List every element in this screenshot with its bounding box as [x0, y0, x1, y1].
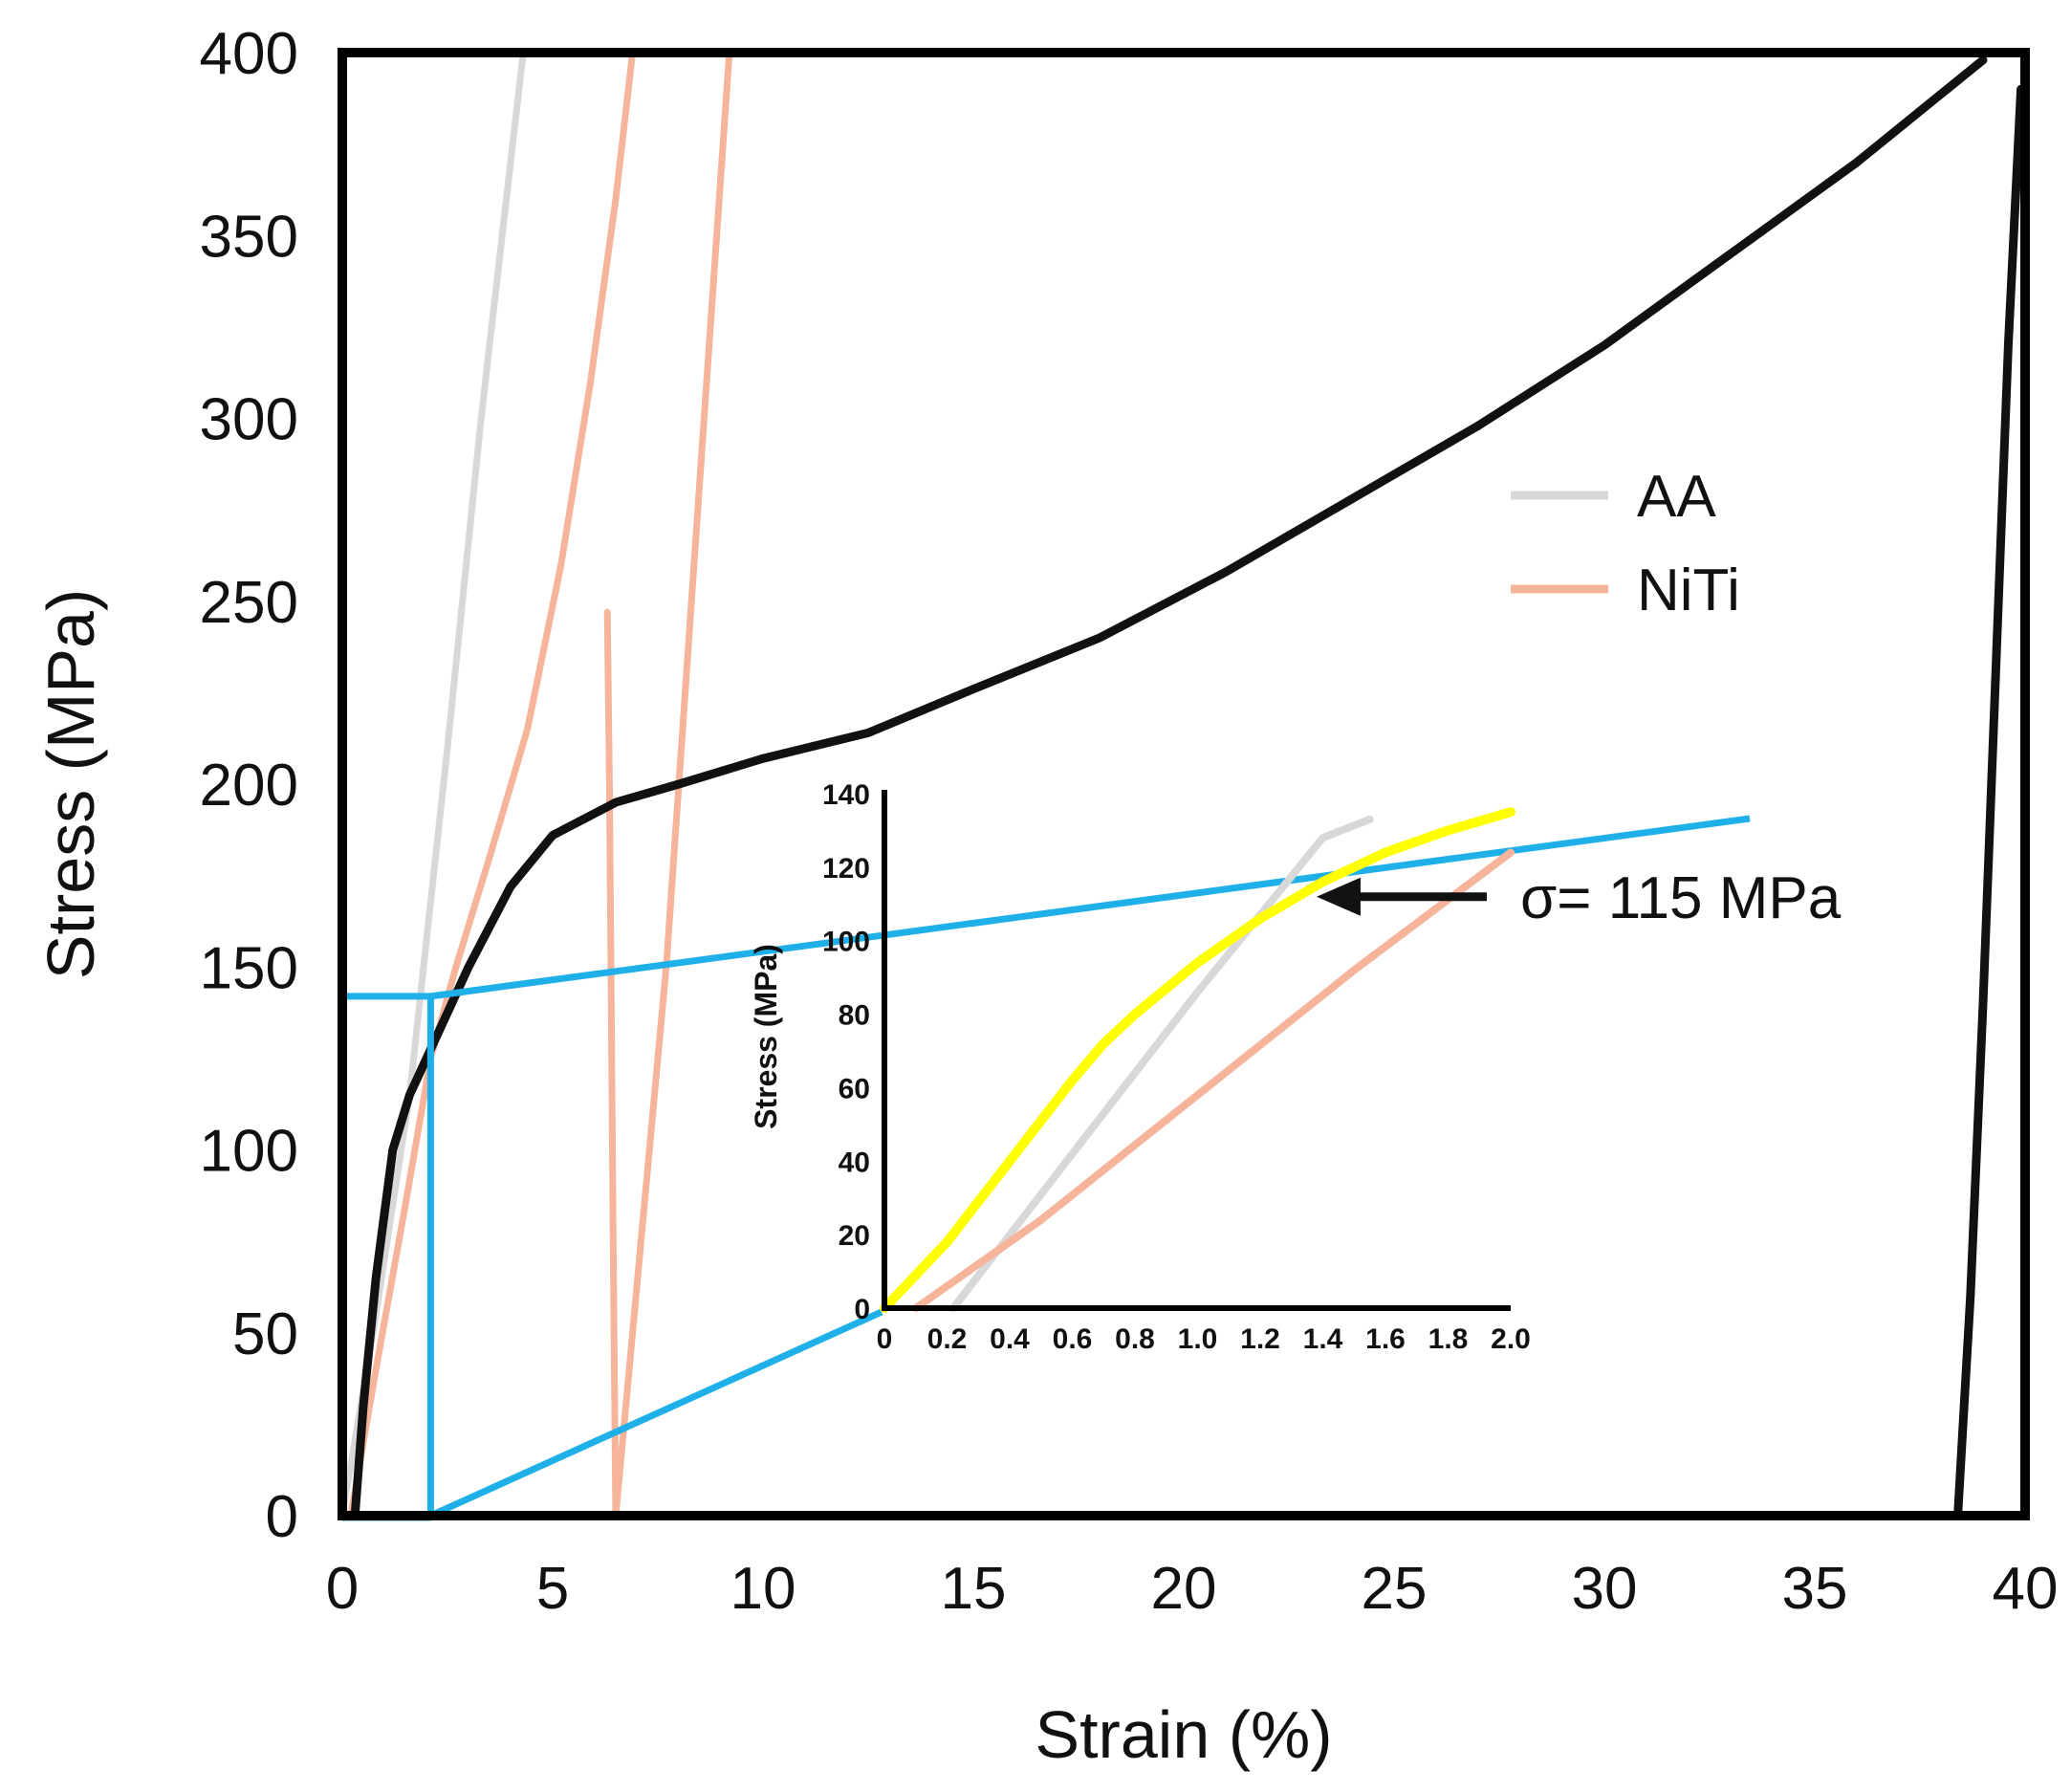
y-tick-label: 400 — [200, 21, 298, 87]
series-line-niti-2 — [603, 608, 620, 1516]
x-tick-label: 0 — [326, 1556, 359, 1622]
inset-x-tick-label: 0.2 — [927, 1323, 968, 1355]
inset-series-line-composite — [880, 807, 1515, 1313]
inset-x-tick-label: 1.8 — [1428, 1323, 1469, 1355]
x-axis-title: Strain (%) — [1035, 1697, 1332, 1772]
zoom-connector-bottom — [428, 1308, 883, 1519]
series-line-composite-4 — [350, 55, 1988, 1516]
inset-x-tick-label: 0 — [877, 1323, 893, 1355]
y-tick-label: 50 — [232, 1301, 298, 1367]
y-tick-label: 300 — [200, 387, 298, 453]
legend-label-niti: NiTi — [1637, 557, 1740, 623]
inset-chart: 0 0.2 0.4 0.6 0.8 1.0 1.2 1.4 1.6 1.8 2.0 0 20 40 60 8… — [749, 779, 1531, 1355]
inset-y-tick-label: 80 — [839, 1000, 870, 1032]
inset-x-tick-labels: 0 0.2 0.4 0.6 0.8 1.0 1.2 1.4 1.6 1.8 2.0 — [877, 1323, 1531, 1355]
inset-series-line-niti — [911, 848, 1515, 1312]
zoom-connector-top — [429, 815, 1751, 1000]
inset-series-line-aa — [949, 815, 1374, 1312]
y-tick-label: 0 — [266, 1484, 298, 1550]
inset-x-tick-label: 0.4 — [990, 1323, 1030, 1355]
x-tick-label: 5 — [536, 1556, 569, 1622]
annotation-text: σ= 115 MPa — [1520, 865, 1842, 931]
inset-y-tick-label: 140 — [822, 779, 870, 811]
series-line-niti-1 — [347, 53, 637, 1516]
inset-y-tick-label: 0 — [854, 1294, 870, 1325]
x-tick-label: 15 — [941, 1556, 1007, 1622]
x-tick-label: 10 — [730, 1556, 796, 1622]
inset-x-tick-label: 0.8 — [1115, 1323, 1155, 1355]
inset-y-tick-label: 60 — [839, 1073, 870, 1104]
inset-y-tick-labels: 0 20 40 60 80 100 120 140 — [822, 779, 870, 1325]
y-tick-label: 200 — [200, 753, 298, 819]
y-tick-label: 250 — [200, 570, 298, 636]
inset-x-tick-label: 0.6 — [1053, 1323, 1093, 1355]
inset-y-tick-label: 20 — [839, 1220, 870, 1252]
legend-label-aa: AA — [1637, 464, 1716, 530]
inset-x-tick-label: 1.0 — [1178, 1323, 1218, 1355]
y-tick-label: 100 — [200, 1119, 298, 1185]
y-tick-label: 350 — [200, 204, 298, 270]
y-tick-labels: 0 50 100 150 200 250 300 350 400 — [200, 21, 298, 1550]
inset-x-tick-label: 1.2 — [1240, 1323, 1280, 1355]
annotation-arrow-head — [1316, 877, 1361, 916]
x-tick-label: 20 — [1151, 1556, 1217, 1622]
legend: AA NiTi — [1511, 464, 1740, 623]
inset-y-axis-label: Stress (MPa) — [749, 944, 783, 1129]
y-axis-title: Stress (MPa) — [33, 589, 108, 979]
inset-x-tick-label: 1.4 — [1303, 1323, 1343, 1355]
y-tick-label: 150 — [200, 935, 298, 1001]
inset-y-tick-label: 40 — [839, 1147, 870, 1178]
inset-x-tick-label: 2.0 — [1491, 1323, 1531, 1355]
inset-series-group — [880, 807, 1515, 1313]
x-tick-label: 30 — [1572, 1556, 1638, 1622]
inset-y-tick-label: 120 — [822, 853, 870, 885]
x-tick-labels: 0 5 10 15 20 25 30 35 40 — [326, 1556, 2059, 1622]
main-series-group — [342, 53, 2025, 1516]
series-line-composite-unload-5 — [1953, 84, 2025, 1516]
x-tick-label: 35 — [1782, 1556, 1848, 1622]
plot-frame — [338, 48, 2030, 1520]
x-tick-label: 25 — [1362, 1556, 1428, 1622]
sigma-annotation: σ= 115 MPa — [1316, 865, 1842, 931]
inset-y-tick-label: 100 — [822, 927, 870, 958]
x-tick-label: 40 — [1993, 1556, 2059, 1622]
inset-x-tick-label: 1.6 — [1365, 1323, 1406, 1355]
inset-axes — [882, 790, 1511, 1311]
